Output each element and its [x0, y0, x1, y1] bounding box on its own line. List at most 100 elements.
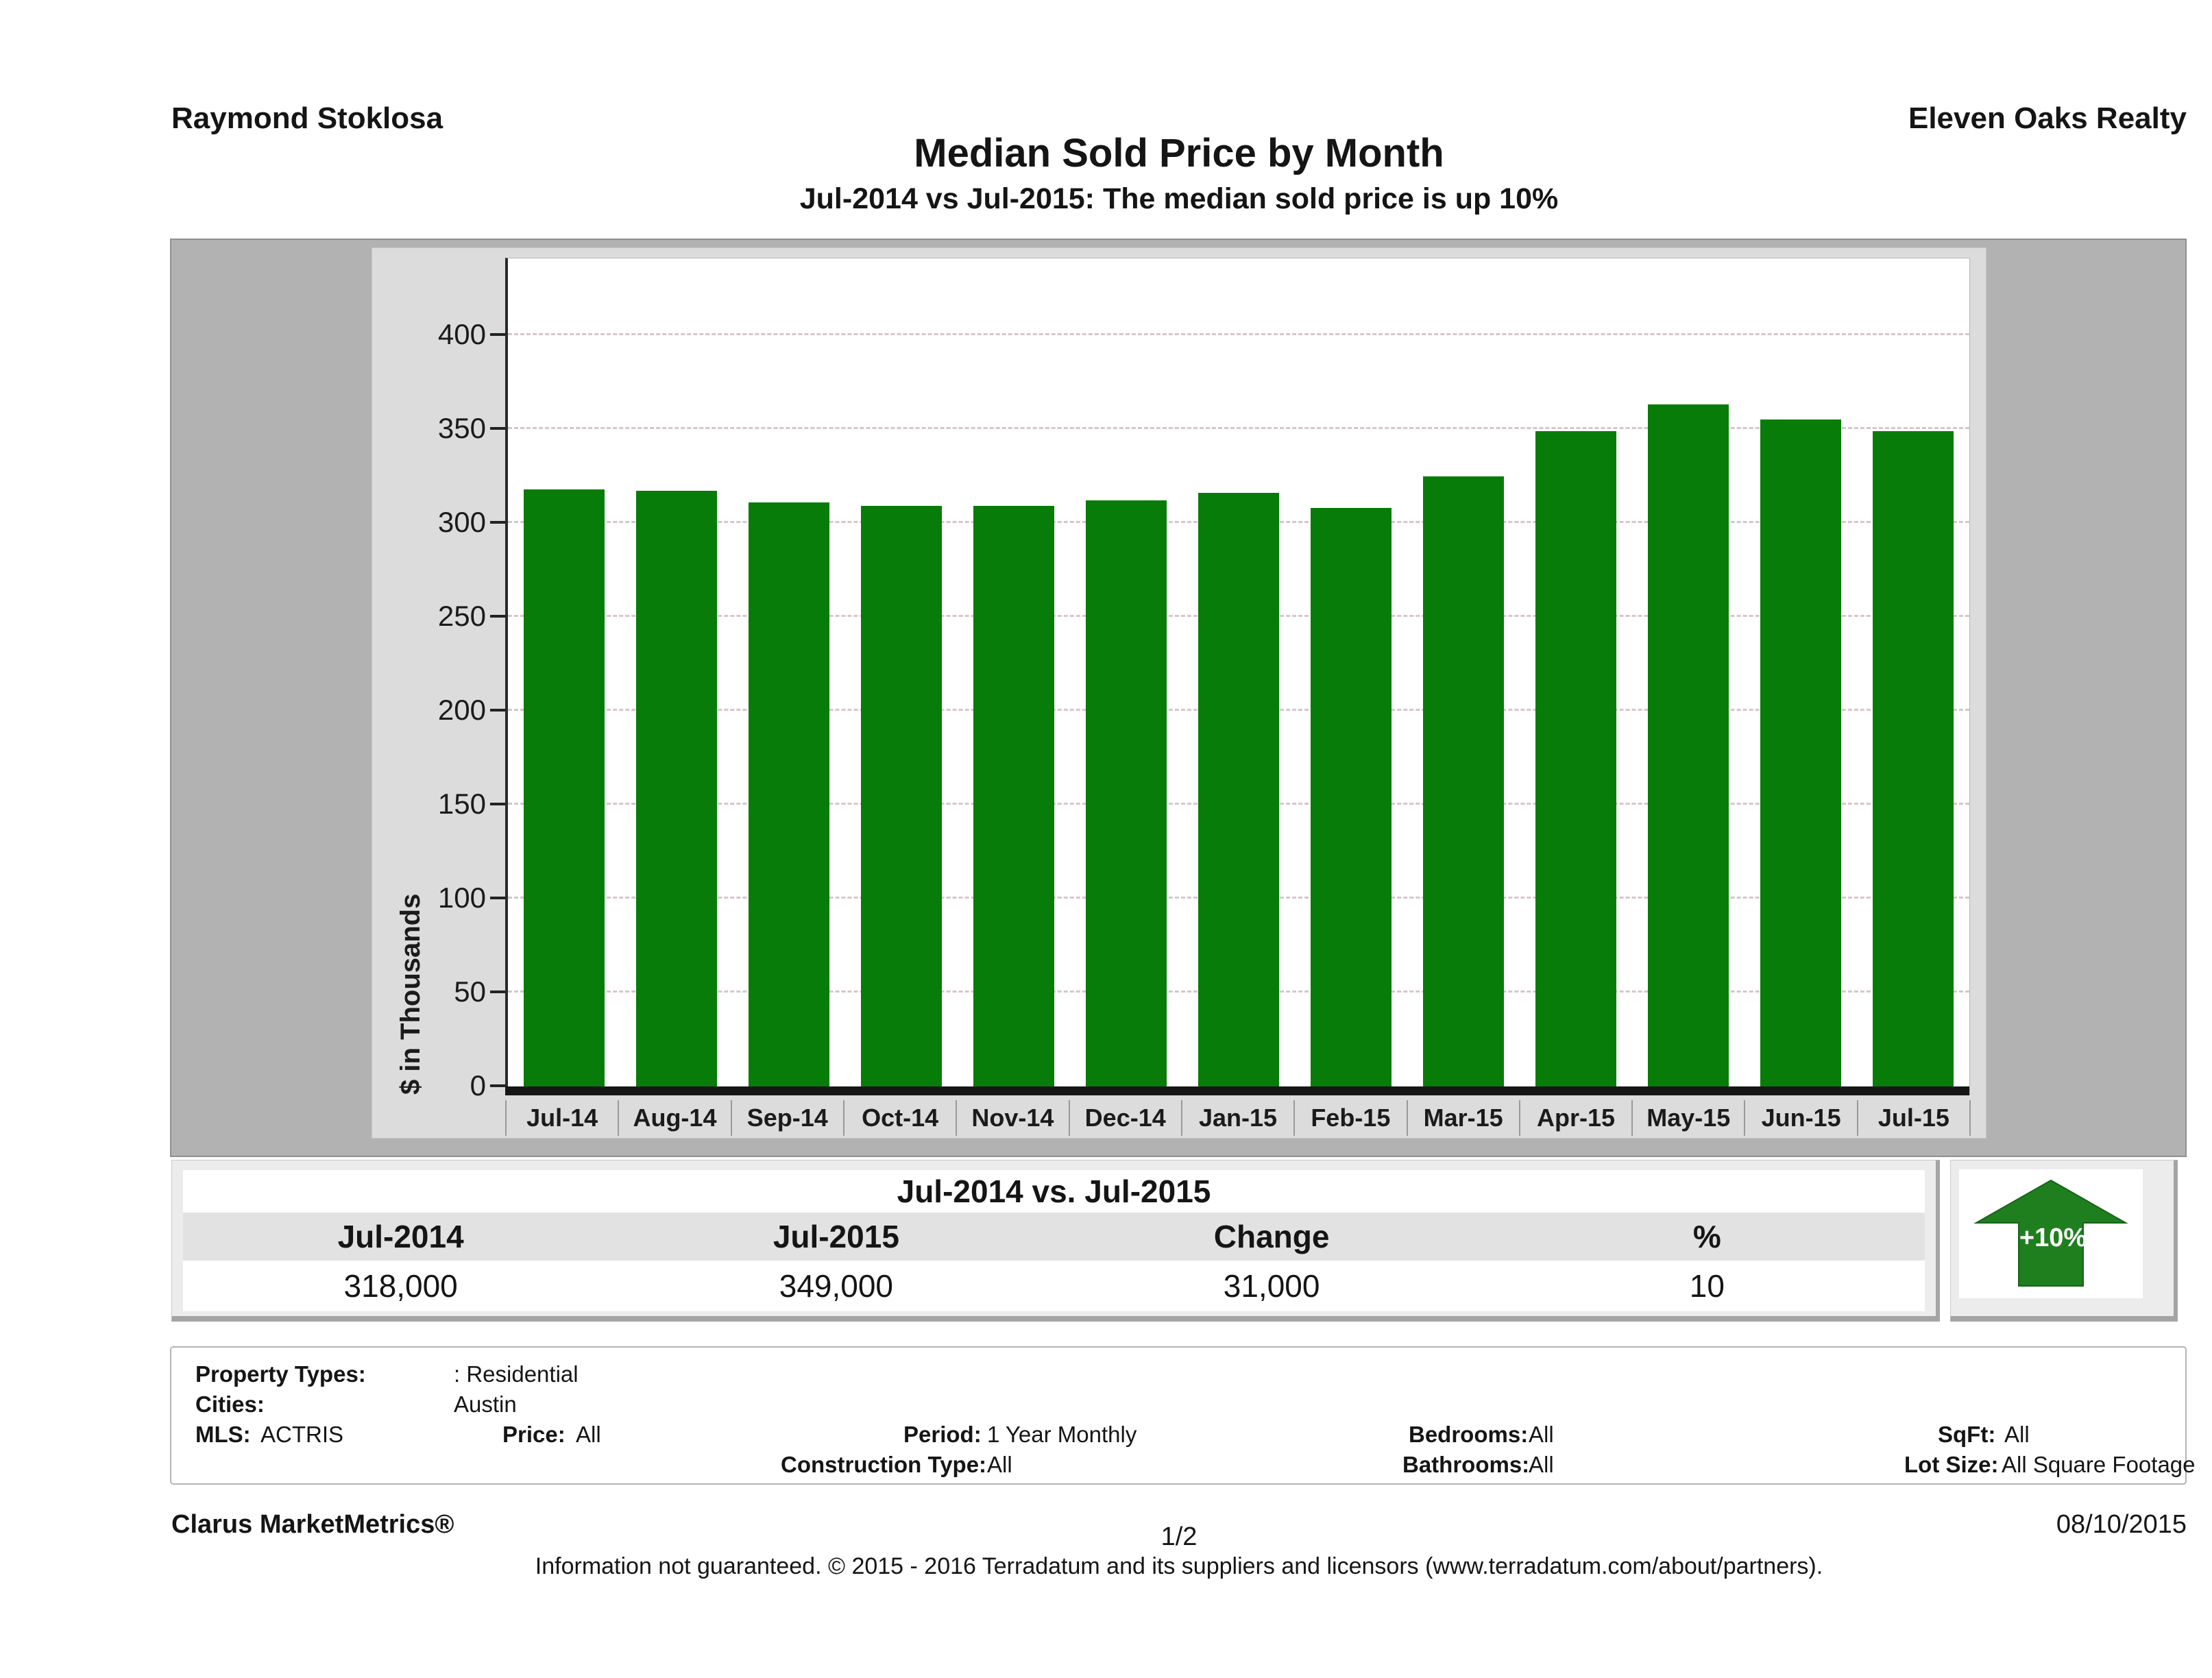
sqft-label: SqFt: — [1938, 1422, 1996, 1447]
y-tick-label: 350 — [437, 412, 486, 444]
bar-Jul-14 — [524, 489, 605, 1086]
column-header: % — [1692, 1219, 1721, 1254]
y-tick-mark — [490, 615, 505, 618]
construction-type-label: Construction Type: — [781, 1452, 987, 1477]
change-badge-label: +10% — [2019, 1224, 2087, 1252]
construction-type-value: All — [987, 1452, 1012, 1477]
property-types-label: Property Types: — [195, 1361, 366, 1387]
x-axis-label: Oct-14 — [842, 1100, 956, 1136]
y-tick-label: 200 — [437, 694, 486, 726]
y-tick-mark — [490, 897, 505, 899]
agent-name: Raymond Stoklosa — [171, 101, 443, 135]
bar-Oct-14 — [861, 506, 942, 1086]
bar-Feb-15 — [1311, 508, 1391, 1086]
bar-Jul-15 — [1873, 430, 1954, 1086]
lot-size-value: All Square Footage — [2002, 1452, 2196, 1477]
x-axis-label: Aug-14 — [618, 1100, 730, 1136]
property-types-value: : Residential — [454, 1361, 579, 1387]
table-cell: 318,000 — [343, 1268, 458, 1304]
page-title: Median Sold Price by Month — [914, 131, 1444, 175]
bar-Nov-14 — [973, 506, 1054, 1086]
bathrooms-value: All — [1529, 1452, 1554, 1477]
filters-row: Cities: Austin — [171, 1391, 2185, 1420]
bar-Aug-14 — [636, 491, 717, 1086]
y-tick-mark — [490, 427, 505, 430]
y-tick-label: 50 — [454, 975, 486, 1008]
table-cell: 10 — [1689, 1268, 1725, 1304]
bedrooms-label: Bedrooms: — [1409, 1422, 1529, 1447]
x-axis-line — [505, 1086, 1969, 1095]
x-axis-label: Jul-15 — [1856, 1100, 1969, 1136]
x-axis-label: Nov-14 — [956, 1100, 1068, 1136]
x-axis-label: Dec-14 — [1068, 1100, 1181, 1136]
column-header: Jul-2014 — [337, 1219, 464, 1254]
mls-value: ACTRIS — [260, 1422, 344, 1447]
y-tick-label: 400 — [437, 318, 486, 350]
change-badge: +10% — [1959, 1169, 2143, 1298]
y-axis-tick-marks — [490, 258, 505, 1095]
x-axis-label: Mar-15 — [1406, 1100, 1519, 1136]
y-tick-label: 0 — [470, 1069, 486, 1102]
summary-table: Jul-2014 vs. Jul-2015 Jul-2014 Jul-2015 … — [171, 1160, 1940, 1322]
footer-date: 08/10/2015 — [2056, 1510, 2187, 1539]
x-axis-label: Jul-14 — [505, 1100, 618, 1136]
summary-table-data-row: 318,000 349,000 31,000 10 — [183, 1261, 1925, 1311]
y-tick-mark — [490, 990, 505, 993]
bar-Mar-15 — [1423, 476, 1504, 1086]
column-header: Change — [1213, 1219, 1330, 1254]
bar-Sep-14 — [749, 502, 829, 1086]
bar-Jan-15 — [1198, 493, 1279, 1086]
filters-row: Property Types: : Residential — [171, 1361, 2185, 1390]
y-tick-label: 150 — [437, 788, 486, 820]
sqft-value: All — [2004, 1422, 2030, 1447]
x-axis-labels: Jul-14 Aug-14 Sep-14 Oct-14 Nov-14 Dec-14 Jan-… — [505, 1100, 1971, 1136]
table-cell: 31,000 — [1223, 1268, 1320, 1304]
summary-table-title: Jul-2014 vs. Jul-2015 — [183, 1170, 1925, 1213]
gridline — [508, 427, 1969, 429]
y-tick-mark — [490, 333, 505, 336]
x-axis-label: Feb-15 — [1293, 1100, 1406, 1136]
x-axis-label: Sep-14 — [730, 1100, 843, 1136]
gridline — [508, 333, 1969, 335]
period-value: 1 Year Monthly — [987, 1422, 1137, 1447]
x-axis-label: Jan-15 — [1180, 1100, 1293, 1136]
column-header: Jul-2015 — [773, 1219, 899, 1254]
period-label: Period: — [903, 1422, 982, 1447]
bathrooms-label: Bathrooms: — [1402, 1452, 1530, 1477]
y-axis-tick-labels: 0 50 100 150 200 250 300 350 400 — [372, 258, 486, 1102]
price-value: All — [576, 1422, 601, 1447]
page-subtitle: Jul-2014 vs Jul-2015: The median sold pr… — [799, 182, 1559, 215]
cities-label: Cities: — [195, 1391, 265, 1417]
x-axis-label: May-15 — [1631, 1100, 1744, 1136]
footer-brand: Clarus MarketMetrics® — [171, 1510, 454, 1539]
footer-page-number: 1/2 — [1160, 1522, 1198, 1551]
filters-row: MLS: ACTRIS Price: All Period: 1 Year Mo… — [171, 1422, 2185, 1450]
up-arrow-icon: +10% — [1973, 1179, 2128, 1287]
filters-row: Construction Type: All Bathrooms: All Lo… — [171, 1452, 2196, 1481]
bar-May-15 — [1648, 404, 1729, 1086]
summary-table-header-row: Jul-2014 Jul-2015 Change % — [183, 1213, 1925, 1261]
filters-box: Property Types: : Residential Cities: Au… — [170, 1346, 2196, 1485]
footer-disclaimer: Information not guaranteed. © 2015 - 201… — [535, 1553, 1823, 1579]
company-name: Eleven Oaks Realty — [1908, 101, 2187, 135]
y-tick-label: 300 — [437, 506, 486, 538]
y-tick-mark — [490, 1084, 505, 1087]
price-label: Price: — [502, 1422, 566, 1447]
bar-Apr-15 — [1535, 430, 1616, 1086]
table-cell: 349,000 — [779, 1268, 894, 1304]
mls-label: MLS: — [195, 1422, 251, 1447]
y-tick-mark — [490, 803, 505, 805]
bar-Jun-15 — [1760, 420, 1841, 1086]
cities-value: Austin — [454, 1391, 517, 1417]
chart-panel: $ in Thousands 0 50 100 150 200 250 300 350 400 … — [170, 239, 2187, 1157]
chart-inner-panel: $ in Thousands 0 50 100 150 200 250 300 350 400 … — [372, 247, 1986, 1139]
y-tick-mark — [490, 709, 505, 712]
y-tick-label: 250 — [437, 600, 486, 632]
y-tick-label: 100 — [437, 881, 486, 914]
plot-area — [505, 258, 1970, 1095]
change-badge-panel: +10% — [1950, 1160, 2178, 1322]
y-tick-mark — [490, 521, 505, 524]
bedrooms-value: All — [1529, 1422, 1554, 1447]
lot-size-label: Lot Size: — [1904, 1452, 1999, 1477]
